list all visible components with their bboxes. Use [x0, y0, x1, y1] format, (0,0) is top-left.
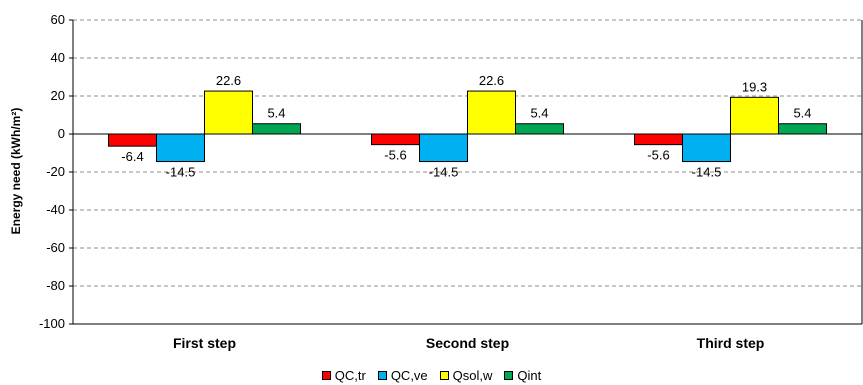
bars: [108, 90, 827, 163]
legend-item: QC,ve: [377, 367, 428, 383]
y-axis-title: Energy need (kWh/m²): [9, 108, 23, 235]
data-label: -14.5: [166, 165, 196, 180]
y-tick-label: 20: [51, 88, 65, 103]
legend-label: Qsol,w: [452, 367, 493, 383]
legend-label: QC,tr: [334, 367, 366, 383]
data-label: -6.4: [121, 149, 143, 164]
bar: [204, 90, 253, 135]
legend-item: QC,tr: [321, 367, 366, 383]
y-tick-label: -60: [46, 240, 65, 255]
legend-item: Qint: [504, 368, 541, 383]
data-label: -14.5: [692, 165, 722, 180]
y-tick-label: -80: [46, 278, 65, 293]
y-tick-label: 40: [51, 50, 65, 65]
data-label: 5.4: [793, 106, 811, 121]
bar: [515, 123, 564, 135]
data-label: 5.4: [530, 106, 548, 121]
legend: QC,tr QC,ve Qsol,w Qint: [0, 366, 863, 384]
data-label: 5.4: [267, 106, 285, 121]
bar: [371, 133, 420, 146]
bar: [108, 133, 157, 147]
y-tick-label: 60: [51, 12, 65, 27]
bar: [634, 133, 683, 146]
bar: [419, 133, 468, 163]
y-tick-label: 0: [58, 126, 65, 141]
axes: 60 40 20 0 -20 -40 -60 -80 -100 First step Second …: [39, 12, 863, 351]
legend-swatch: [504, 370, 514, 380]
data-label: 22.6: [216, 73, 241, 88]
data-label: -5.6: [384, 148, 406, 163]
legend-swatch: [377, 370, 387, 380]
bar: [467, 90, 516, 135]
y-tick-label: -40: [46, 202, 65, 217]
bar: [156, 133, 205, 163]
legend-item: Qsol,w: [439, 367, 493, 383]
x-category-label: First step: [173, 335, 236, 351]
x-category-label: Second step: [426, 335, 509, 351]
data-label: 22.6: [479, 73, 504, 88]
data-labels: -6.4 -14.5 22.6 5.4 -5.6 -14.5 22.6 5.4 -5.6 -14.…: [121, 73, 811, 179]
data-label: -5.6: [647, 148, 669, 163]
bar: [778, 123, 827, 135]
legend-swatch: [321, 370, 331, 380]
legend-label: QC,ve: [390, 367, 428, 383]
bar-chart: 60 40 20 0 -20 -40 -60 -80 -100 First step Second …: [9, 12, 863, 351]
y-tick-label: -20: [46, 164, 65, 179]
legend-label: Qint: [517, 367, 542, 383]
bar: [252, 123, 301, 135]
bar: [730, 96, 779, 135]
x-category-label: Third step: [697, 335, 765, 351]
bar: [682, 133, 731, 163]
y-tick-label: -100: [39, 316, 65, 331]
data-label: 19.3: [742, 79, 767, 94]
legend-swatch: [439, 370, 449, 380]
data-label: -14.5: [429, 165, 459, 180]
